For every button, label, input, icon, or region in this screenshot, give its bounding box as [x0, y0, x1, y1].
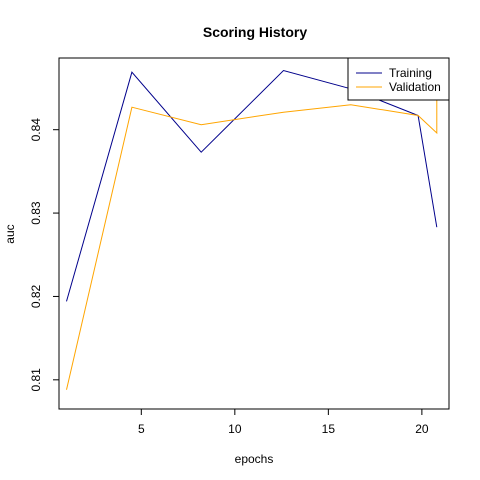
series-line-validation [66, 88, 438, 390]
y-tick-label: 0.82 [29, 284, 43, 308]
y-tick-label: 0.81 [29, 368, 43, 392]
x-tick-label: 15 [322, 422, 336, 436]
y-tick-label: 0.84 [29, 118, 43, 142]
x-tick-label: 5 [138, 422, 145, 436]
y-axis: 0.81 0.82 0.83 0.84 [29, 118, 59, 392]
series-line-training [66, 69, 438, 302]
legend-label: Training [389, 66, 432, 80]
series-layer [66, 69, 438, 390]
x-tick-label: 10 [228, 422, 242, 436]
x-axis-label: epochs [235, 452, 274, 466]
plot-frame [58, 57, 450, 410]
y-axis-label: auc [3, 224, 17, 243]
legend-box [347, 57, 450, 101]
legend-label: Validation [389, 80, 441, 94]
y-tick-label: 0.83 [29, 201, 43, 225]
x-axis: 5 10 15 20 [138, 409, 429, 436]
x-tick-label: 20 [415, 422, 429, 436]
chart-title: Scoring History [203, 24, 307, 40]
